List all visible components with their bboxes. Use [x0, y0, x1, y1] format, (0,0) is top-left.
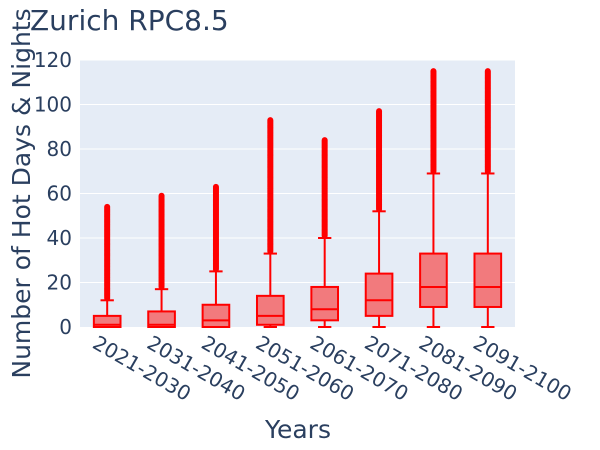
- box-group: [473, 68, 503, 328]
- iqr-box: [255, 294, 285, 326]
- iqr-box: [147, 310, 176, 328]
- box-group: [310, 137, 340, 328]
- box-group: [364, 108, 394, 328]
- outlier-point: [212, 183, 219, 190]
- y-tick-label: 80: [47, 137, 72, 161]
- box-group: [201, 183, 231, 328]
- outlier-point: [430, 68, 437, 75]
- iqr-box: [473, 252, 503, 308]
- iqr-box: [419, 252, 448, 308]
- grid-lines: [80, 59, 515, 283]
- x-axis-title: Years: [264, 415, 331, 444]
- y-tick-label: 40: [47, 226, 72, 250]
- outlier-point: [104, 203, 111, 210]
- outlier-point: [267, 117, 274, 124]
- iqr-box: [92, 314, 122, 328]
- outlier-point: [158, 192, 165, 199]
- box-group: [255, 117, 285, 328]
- box-group: [92, 203, 122, 328]
- y-tick-label: 60: [47, 182, 72, 206]
- y-tick-label: 120: [34, 48, 72, 72]
- outlier-point: [321, 137, 328, 144]
- y-tick-label: 20: [47, 271, 72, 295]
- chart-title: Zurich RPC8.5: [30, 4, 229, 37]
- outlier-point: [376, 108, 383, 115]
- y-tick-label: 0: [59, 315, 72, 339]
- iqr-box: [364, 272, 394, 317]
- y-tick-labels: 0 20 40 60 80 100 120: [34, 48, 72, 339]
- y-axis-title: Number of Hot Days & Nights: [7, 8, 36, 378]
- box-series: [92, 68, 503, 328]
- box-group: [147, 192, 176, 328]
- x-tick-labels: 2021-20302031-20402041-20502051-20602061…: [89, 331, 576, 406]
- iqr-box: [201, 303, 231, 328]
- outlier-point: [484, 68, 491, 75]
- iqr-box: [310, 285, 340, 322]
- box-group: [419, 68, 448, 328]
- y-tick-label: 100: [34, 93, 72, 117]
